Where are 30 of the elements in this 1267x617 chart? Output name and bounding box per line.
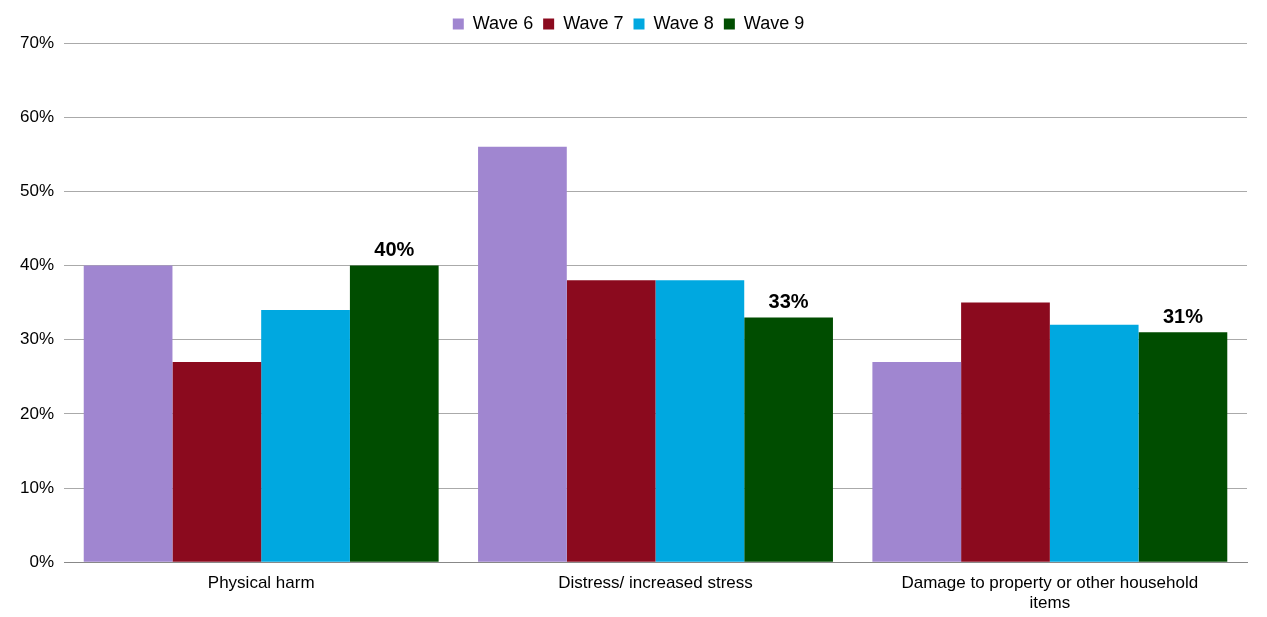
- legend-label: Wave 9: [743, 12, 805, 33]
- bar: [349, 265, 439, 562]
- y-tick-label: 10%: [19, 477, 55, 497]
- legend-label: Wave 6: [472, 12, 534, 33]
- legend-label: Wave 8: [653, 12, 714, 33]
- bar: [1138, 332, 1228, 562]
- y-tick-label: 20%: [19, 403, 55, 423]
- x-tick-label: Damage to property or other household items: [901, 573, 1199, 613]
- bar: [872, 361, 962, 562]
- y-tick-label: 70%: [19, 32, 55, 52]
- bar: [566, 280, 656, 562]
- bar: [1049, 324, 1139, 562]
- x-tick-label: Distress/ increased stress: [558, 573, 753, 593]
- bar: [744, 317, 833, 562]
- y-tick-label: 30%: [19, 329, 55, 349]
- legend-label: Wave 7: [563, 12, 624, 33]
- x-tick-label: Physical harm: [207, 573, 315, 593]
- y-tick-label: 0%: [29, 551, 55, 571]
- bar: [261, 310, 350, 562]
- y-tick-label: 50%: [19, 181, 55, 201]
- data-label: 33%: [768, 289, 809, 312]
- bar: [172, 361, 262, 562]
- bar: [961, 302, 1050, 562]
- bar: [478, 146, 567, 562]
- data-label: 31%: [1162, 304, 1204, 327]
- y-tick-label: 40%: [19, 255, 55, 275]
- bar: [655, 280, 745, 562]
- y-tick-label: 60%: [19, 106, 55, 126]
- bar: [83, 265, 173, 562]
- data-label: 40%: [374, 238, 415, 261]
